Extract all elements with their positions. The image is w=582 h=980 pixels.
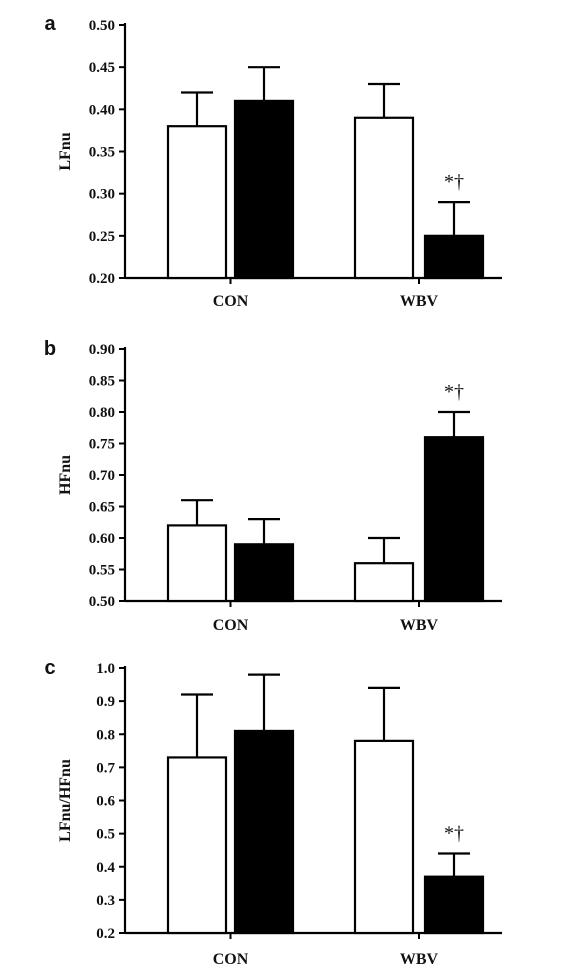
- panel-a: a LFnu 0.20 0.25 0.30 0.35 0.40 0.45 0.50 CON WBV *…: [0, 0, 582, 320]
- y-tick-label: 0.5: [96, 827, 115, 843]
- y-axis-title: LFnu/HFnu: [57, 759, 74, 842]
- x-category-label: CON: [213, 617, 249, 634]
- y-tick-label: 0.60: [89, 531, 115, 547]
- chart-c: c LFnu/HFnu 0.2 0.3 0.4 0.5 0.6 0.7 0.8 0.9 1.0 CON…: [44, 657, 502, 968]
- bar: [233, 543, 295, 603]
- y-tick-label: 0.70: [89, 468, 115, 484]
- chart-a: a LFnu 0.20 0.25 0.30 0.35 0.40 0.45 0.50 CON WBV *…: [44, 13, 502, 310]
- y-tick-label: 0.65: [89, 500, 115, 516]
- y-axis-title: LFnu: [57, 132, 74, 170]
- y-tick-label: 0.45: [89, 60, 115, 76]
- bar: [166, 756, 228, 935]
- chart-b: b HFnu 0.50 0.55 0.60 0.65 0.70 0.75 0.80 0.85 0.9…: [44, 338, 502, 634]
- bar: [166, 125, 228, 280]
- y-tick-label: 0.90: [89, 342, 115, 358]
- y-tick-label: 0.2: [96, 926, 115, 942]
- y-tick-label: 0.75: [89, 437, 115, 453]
- bar: [423, 875, 485, 935]
- y-tick-label: 0.30: [89, 187, 115, 203]
- y-tick-label: 0.50: [89, 594, 115, 610]
- bar: [233, 729, 295, 935]
- significance-marker: *†: [444, 171, 464, 193]
- y-tick-label: 0.85: [89, 374, 115, 390]
- bar: [233, 99, 295, 280]
- significance-marker: *†: [444, 381, 464, 403]
- panel-letter: a: [44, 13, 56, 35]
- panel-b: b HFnu 0.50 0.55 0.60 0.65 0.70 0.75 0.80 0.85 0.9…: [0, 325, 582, 645]
- x-category-label: WBV: [400, 617, 439, 634]
- y-tick-label: 0.4: [96, 860, 115, 876]
- y-tick-label: 0.35: [89, 145, 115, 161]
- y-tick-label: 0.20: [89, 271, 115, 287]
- bar: [353, 116, 415, 280]
- y-tick-label: 0.6: [96, 794, 115, 810]
- panel-letter: b: [44, 338, 56, 360]
- y-tick-label: 0.25: [89, 229, 115, 245]
- y-tick-label: 0.9: [96, 694, 115, 710]
- y-tick-label: 0.7: [96, 760, 115, 776]
- y-axis-title: HFnu: [57, 455, 74, 495]
- bar: [353, 739, 415, 935]
- y-tick-label: 1.0: [96, 661, 115, 677]
- panel-c: c LFnu/HFnu 0.2 0.3 0.4 0.5 0.6 0.7 0.8 0.9 1.0 CON…: [0, 650, 582, 980]
- bar: [423, 234, 485, 280]
- x-category-label: CON: [213, 951, 249, 968]
- y-tick-label: 0.80: [89, 405, 115, 421]
- y-tick-label: 0.55: [89, 563, 115, 579]
- significance-marker: *†: [444, 823, 464, 845]
- x-category-label: WBV: [400, 293, 439, 310]
- x-category-label: CON: [213, 293, 249, 310]
- bar: [166, 524, 228, 603]
- x-category-label: WBV: [400, 951, 439, 968]
- panel-letter: c: [44, 657, 55, 679]
- y-tick-label: 0.3: [96, 893, 115, 909]
- bar: [353, 562, 415, 603]
- y-tick-label: 0.8: [96, 727, 115, 743]
- y-tick-label: 0.40: [89, 102, 115, 118]
- bar: [423, 436, 485, 603]
- y-tick-label: 0.50: [89, 18, 115, 34]
